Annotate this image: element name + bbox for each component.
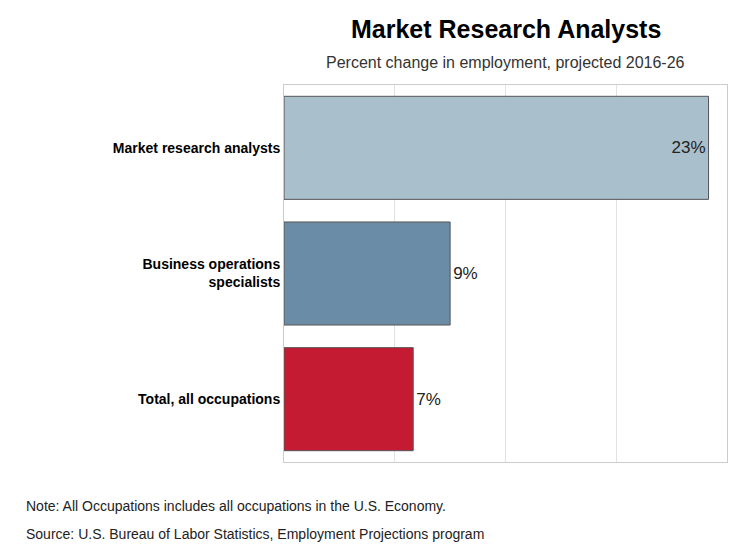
- svg-text:Note: All Occupations includes: Note: All Occupations includes all occup…: [26, 498, 446, 514]
- svg-text:23%: 23%: [672, 138, 706, 157]
- svg-text:Business operationsspecialists: Business operationsspecialists: [142, 256, 280, 290]
- svg-text:Total, all occupations: Total, all occupations: [138, 391, 280, 407]
- svg-text:7%: 7%: [416, 390, 441, 409]
- svg-text:Market Research Analysts: Market Research Analysts: [351, 15, 661, 43]
- svg-text:Source: U.S. Bureau of Labor S: Source: U.S. Bureau of Labor Statistics,…: [26, 526, 484, 542]
- svg-text:Market research analysts: Market research analysts: [113, 140, 281, 156]
- svg-text:Percent change in employment,: Percent change in employment, projected …: [326, 54, 685, 71]
- svg-text:9%: 9%: [453, 264, 478, 283]
